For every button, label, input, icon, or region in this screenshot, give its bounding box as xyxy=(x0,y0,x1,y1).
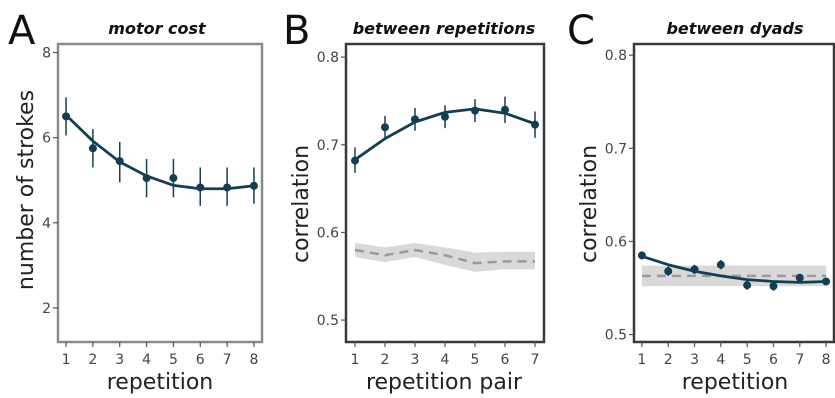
x-axis-title: repetition xyxy=(107,370,213,395)
y-tick-label: 2 xyxy=(42,301,51,317)
x-tick-label: 1 xyxy=(351,352,360,368)
data-point xyxy=(381,123,389,132)
x-tick-label: 3 xyxy=(411,352,420,368)
panel-letter: A xyxy=(8,8,36,54)
data-point xyxy=(769,282,778,291)
x-tick-label: 4 xyxy=(441,352,450,368)
data-point xyxy=(822,277,831,286)
panel-letter: C xyxy=(567,8,595,54)
y-axis-title: number of strokes xyxy=(14,90,39,290)
data-point xyxy=(743,281,752,290)
panel-a: A motor cost number of strokes repetitio… xyxy=(8,8,264,395)
plot-frame xyxy=(56,42,264,344)
baseline-line xyxy=(354,248,535,265)
x-tick-label: 2 xyxy=(381,352,390,368)
data-point xyxy=(411,115,419,124)
data-point xyxy=(115,157,124,166)
y-tick-label: 0.8 xyxy=(317,50,339,66)
baseline-band xyxy=(355,242,535,272)
y-tick-label: 0.6 xyxy=(317,225,339,241)
x-tick-label: 3 xyxy=(690,352,699,368)
data-point xyxy=(62,112,71,121)
data-point xyxy=(690,265,699,274)
data-point xyxy=(142,174,151,183)
x-tick-label: 5 xyxy=(169,352,178,368)
x-tick-label: 5 xyxy=(743,352,752,368)
x-tick-label: 4 xyxy=(142,352,151,368)
y-axis-title: correlation xyxy=(289,145,314,263)
y-tick-label: 0.7 xyxy=(317,138,339,154)
data-point xyxy=(196,183,205,192)
y-axis-title: correlation xyxy=(577,145,602,263)
fit-line xyxy=(641,254,827,284)
x-tick-label: 4 xyxy=(716,352,725,368)
y-tick-label: 0.8 xyxy=(605,48,627,64)
x-tick-label: 2 xyxy=(664,352,673,368)
data-point xyxy=(88,144,97,153)
x-tick-label: 6 xyxy=(196,352,205,368)
x-tick-label: 2 xyxy=(88,352,97,368)
data-point xyxy=(531,120,539,129)
data-point xyxy=(637,251,646,260)
plot-frame xyxy=(344,42,546,344)
x-tick-label: 6 xyxy=(769,352,778,368)
fit-line xyxy=(65,114,255,191)
panel-b: B between repetitions correlation repeti… xyxy=(283,8,546,395)
y-tick-label: 0.6 xyxy=(605,234,627,250)
x-tick-label: 8 xyxy=(249,352,258,368)
y-tick-label: 0.5 xyxy=(317,313,339,329)
x-tick-label: 7 xyxy=(795,352,804,368)
panel-c: C between dyads correlation repetition 0… xyxy=(567,8,835,395)
x-tick-label: 6 xyxy=(501,352,510,368)
data-point xyxy=(501,105,509,114)
y-tick-label: 6 xyxy=(42,131,51,147)
x-tick-label: 8 xyxy=(822,352,831,368)
data-point xyxy=(441,112,449,121)
data-point xyxy=(664,267,673,276)
x-axis-title: repetition xyxy=(682,370,788,395)
y-tick-label: 0.7 xyxy=(605,141,627,157)
x-tick-label: 3 xyxy=(115,352,124,368)
x-tick-label: 7 xyxy=(531,352,540,368)
data-point xyxy=(169,174,178,183)
chart-title: between dyads xyxy=(666,19,803,38)
chart-title: motor cost xyxy=(108,19,207,38)
x-tick-label: 7 xyxy=(223,352,232,368)
data-point xyxy=(223,183,232,192)
panel-letter: B xyxy=(283,8,310,54)
data-point xyxy=(716,260,725,269)
plot-frame xyxy=(632,42,835,344)
x-tick-label: 5 xyxy=(471,352,480,368)
y-tick-label: 4 xyxy=(42,216,51,232)
data-point xyxy=(351,156,359,165)
y-tick-label: 8 xyxy=(42,46,51,62)
data-point xyxy=(795,273,804,282)
data-point xyxy=(471,106,479,115)
x-tick-label: 1 xyxy=(637,352,646,368)
y-tick-label: 0.5 xyxy=(605,328,627,344)
x-tick-label: 1 xyxy=(62,352,71,368)
x-axis-title: repetition pair xyxy=(366,370,523,395)
data-point xyxy=(249,181,258,190)
chart-title: between repetitions xyxy=(353,19,536,38)
